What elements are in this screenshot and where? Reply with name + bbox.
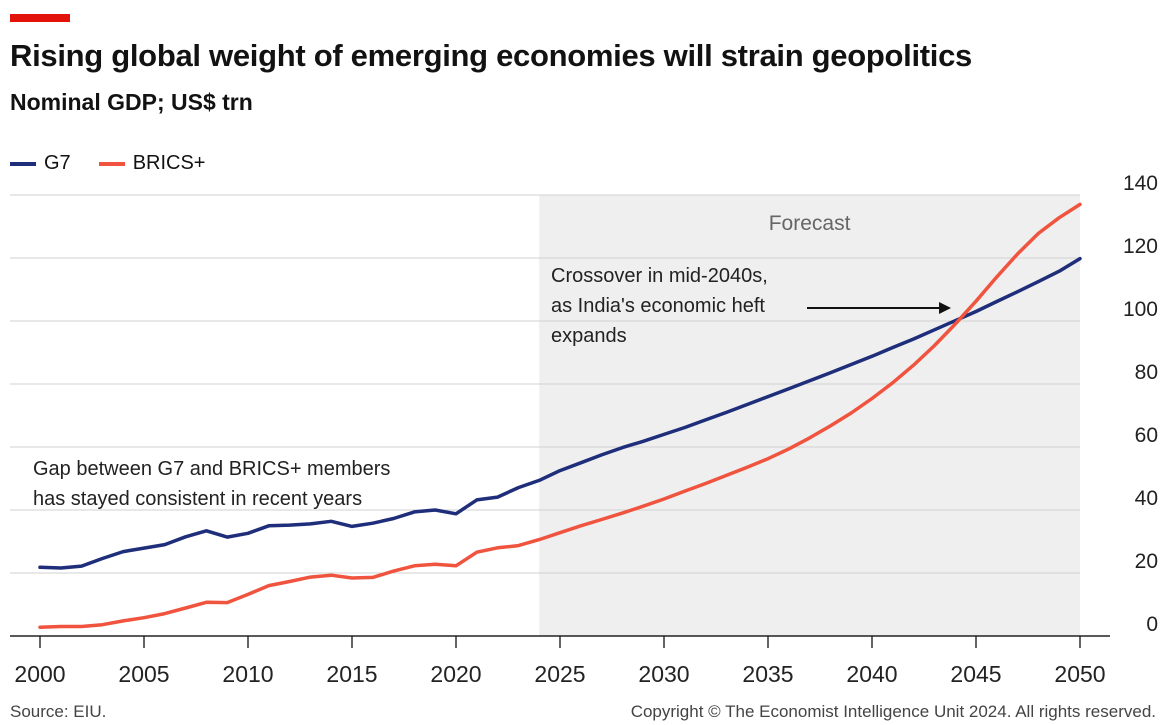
annotation-crossover-line: Crossover in mid-2040s, <box>551 265 768 287</box>
legend-item-brics: BRICS+ <box>98 152 206 175</box>
x-tick-label: 2010 <box>222 661 273 687</box>
x-tick-label: 2045 <box>950 661 1001 687</box>
legend-item-g7: G7 <box>10 152 71 175</box>
y-tick-label: 60 <box>1135 424 1158 447</box>
y-tick-label: 100 <box>1123 298 1158 321</box>
x-tick-label: 2005 <box>118 661 169 687</box>
annotation-crossover-line: as India's economic heft <box>551 295 765 317</box>
x-tick-label: 2040 <box>846 661 897 687</box>
legend-label-brics: BRICS+ <box>132 152 206 174</box>
series-line-brics <box>38 202 1082 629</box>
annotation-gap-line: has stayed consistent in recent years <box>33 488 362 510</box>
legend-label-g7: G7 <box>44 152 71 174</box>
legend-swatch-g7 <box>10 161 36 166</box>
series-line-g7 <box>38 256 1082 570</box>
y-tick-label: 40 <box>1135 487 1158 510</box>
legend: G7 BRICS+ <box>10 152 234 175</box>
y-tick-label: 0 <box>1146 613 1158 636</box>
x-tick-label: 2000 <box>14 661 65 687</box>
forecast-shade <box>539 195 1080 636</box>
chart-title: Rising global weight of emerging economi… <box>10 38 972 73</box>
forecast-label: Forecast <box>769 212 851 235</box>
source-note: Source: EIU. <box>10 702 107 721</box>
copyright-note: Copyright © The Economist Intelligence U… <box>630 702 1156 721</box>
x-tick-label: 2050 <box>1054 661 1105 687</box>
annotation-crossover-line: expands <box>551 325 627 347</box>
x-tick-label: 2020 <box>430 661 481 687</box>
x-tick-label: 2035 <box>742 661 793 687</box>
x-tick-label: 2030 <box>638 661 689 687</box>
y-tick-label: 20 <box>1135 550 1158 573</box>
annotation-arrow-head <box>939 302 952 314</box>
y-tick-label: 140 <box>1123 172 1158 195</box>
annotation-gap-line: Gap between G7 and BRICS+ members <box>33 458 390 480</box>
brand-red-bar <box>10 14 70 22</box>
x-tick-label: 2025 <box>534 661 585 687</box>
chart-subtitle: Nominal GDP; US$ trn <box>10 89 253 115</box>
x-tick-label: 2015 <box>326 661 377 687</box>
y-tick-label: 120 <box>1123 235 1158 258</box>
legend-swatch-brics <box>98 161 125 166</box>
y-tick-label: 80 <box>1135 361 1158 384</box>
